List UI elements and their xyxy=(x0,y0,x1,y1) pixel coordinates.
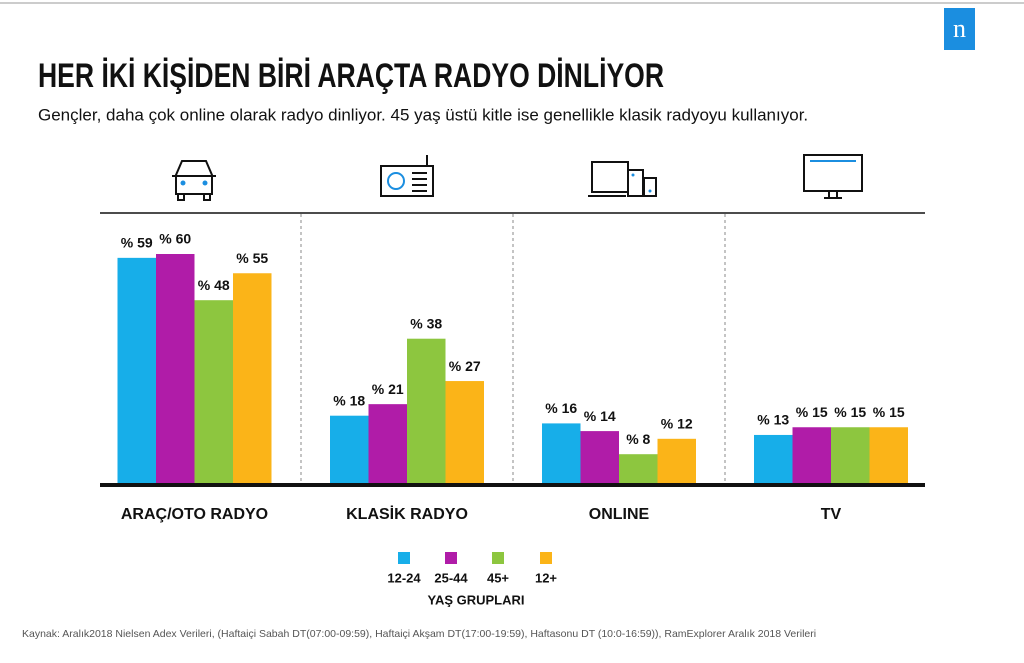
bar xyxy=(233,273,272,485)
bars xyxy=(117,254,908,485)
tv-icon xyxy=(803,154,863,199)
bar xyxy=(869,427,908,485)
category-label: ARAÇ/OTO RADYO xyxy=(121,506,268,523)
chart-title: HER İKİ KİŞİDEN BİRİ ARAÇTA RADYO DİNLİY… xyxy=(38,57,664,95)
source-note: Kaynak: Aralık2018 Nielsen Adex Verileri… xyxy=(22,628,816,640)
value-label: % 21 xyxy=(372,381,404,397)
bar xyxy=(368,404,407,485)
devices-icon xyxy=(588,161,657,197)
bar xyxy=(792,427,831,485)
chart-subtitle: Gençler, daha çok online olarak radyo di… xyxy=(38,105,808,124)
bar xyxy=(330,415,369,485)
value-label: % 12 xyxy=(661,416,693,432)
value-label: % 48 xyxy=(198,277,230,293)
bar xyxy=(657,438,696,485)
value-label: % 16 xyxy=(545,400,577,416)
value-label: % 8 xyxy=(626,431,650,447)
category-label: TV xyxy=(821,506,842,523)
legend-swatch xyxy=(540,552,552,564)
legend-swatch xyxy=(445,552,457,564)
value-label: % 18 xyxy=(333,392,365,408)
category-label: ONLINE xyxy=(589,506,650,523)
bar xyxy=(542,423,581,485)
value-label: % 55 xyxy=(236,250,268,266)
value-label: % 59 xyxy=(121,235,153,251)
bar xyxy=(407,338,446,485)
category-label: KLASİK RADYO xyxy=(346,505,468,523)
logo-letter: n xyxy=(953,14,966,43)
separators xyxy=(300,214,726,484)
value-label: % 27 xyxy=(449,358,481,374)
value-label: % 15 xyxy=(873,404,905,420)
bar xyxy=(831,427,870,485)
value-label: % 13 xyxy=(757,412,789,428)
value-label: % 15 xyxy=(796,404,828,420)
value-label: % 60 xyxy=(159,231,191,247)
legend-swatch xyxy=(492,552,504,564)
bar xyxy=(194,300,233,485)
legend-swatch xyxy=(398,552,410,564)
bar xyxy=(580,431,619,485)
legend-label: 25-44 xyxy=(434,570,468,585)
logo xyxy=(944,8,975,50)
legend-label: 12-24 xyxy=(387,570,421,585)
bar xyxy=(117,257,156,485)
bar xyxy=(445,381,484,485)
bar xyxy=(619,454,658,485)
radio-icon xyxy=(380,155,434,197)
legend-label: 45+ xyxy=(487,570,509,585)
value-label: % 14 xyxy=(584,408,616,424)
bar xyxy=(156,254,195,485)
car-icon xyxy=(172,160,216,201)
value-label: % 15 xyxy=(834,404,866,420)
legend-title: YAŞ GRUPLARI xyxy=(427,592,524,607)
value-label: % 38 xyxy=(410,315,442,331)
legend-label: 12+ xyxy=(535,570,557,585)
bar xyxy=(754,434,793,485)
